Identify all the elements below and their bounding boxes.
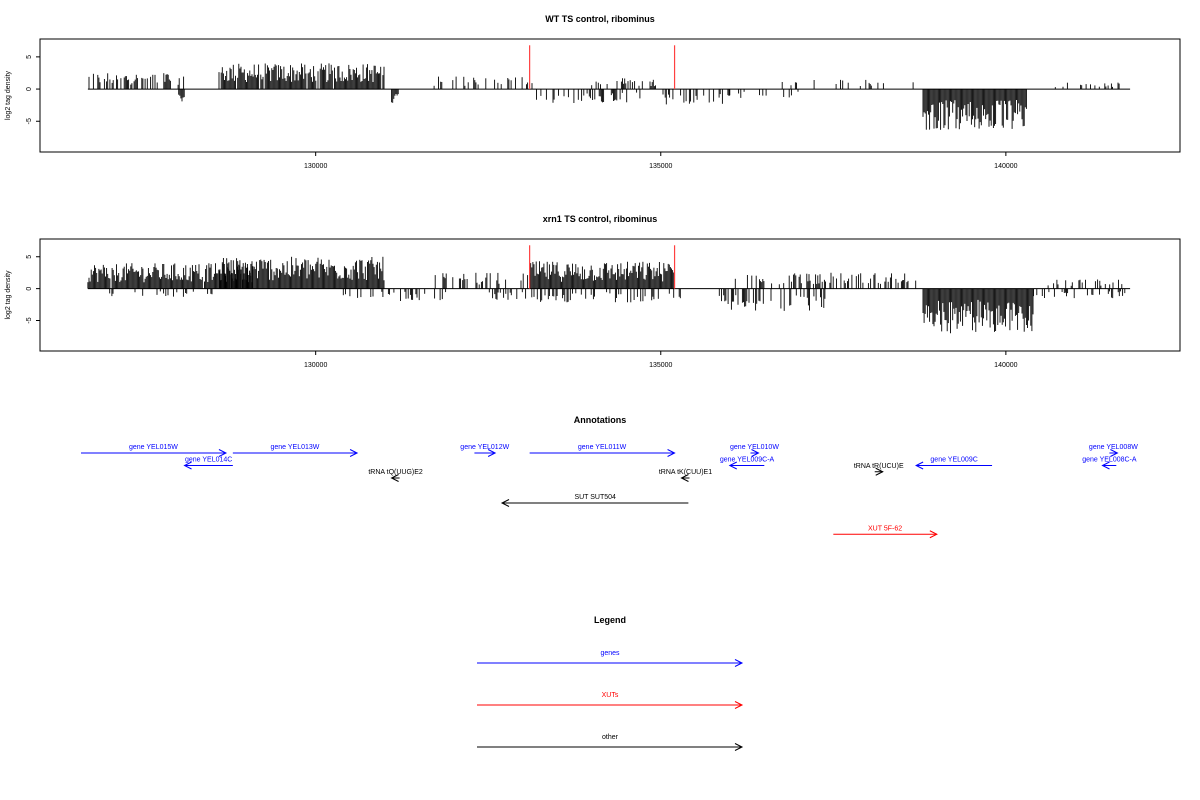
- annotation-label: tRNA tK(CUU)E1: [659, 469, 712, 476]
- annotation-label: SUT SUT504: [574, 494, 616, 501]
- annotation-label: gene YEL015W: [129, 444, 178, 451]
- annotation-arrow-head: [875, 467, 884, 476]
- x-tick-label: 135000: [649, 163, 672, 170]
- x-tick-label: 130000: [304, 362, 327, 369]
- legend-arrow-head: [734, 659, 744, 667]
- y-axis-label: log2 tag density: [5, 270, 12, 320]
- legend-label: other: [602, 734, 619, 741]
- x-tick-label: 140000: [994, 163, 1017, 170]
- y-tick-label: 0: [26, 87, 33, 91]
- annotations-title: Annotations: [574, 415, 627, 425]
- annotation-label: gene YEL014C: [185, 457, 232, 464]
- x-tick-label: 135000: [649, 362, 672, 369]
- annotation-arrow-head: [915, 461, 924, 470]
- x-tick-label: 140000: [994, 362, 1017, 369]
- annotation-label: tRNA tQ(UUG)E2: [368, 469, 423, 476]
- annotation-arrow-head: [349, 449, 359, 457]
- annotation-arrow-head: [218, 449, 228, 457]
- annotation-arrow-head: [751, 449, 760, 457]
- x-tick-label: 130000: [304, 163, 327, 170]
- legend-label: XUTs: [602, 692, 619, 699]
- annotation-label: gene YEL010W: [730, 444, 779, 451]
- annotation-arrow-head: [929, 530, 938, 539]
- legend-title: Legend: [594, 615, 626, 625]
- chart-title: WT TS control, ribominus: [545, 14, 655, 24]
- annotation-label: gene YEL008C-A: [1082, 457, 1137, 464]
- annotation-arrow-head: [500, 499, 510, 507]
- annotation-arrow-head: [1110, 449, 1119, 457]
- annotation-arrow-head: [1101, 461, 1110, 470]
- y-tick-label: -5: [26, 317, 33, 323]
- plot-frame: [39, 238, 1181, 352]
- y-axis-label: log2 tag density: [5, 70, 12, 120]
- annotation-arrow-head: [390, 474, 399, 482]
- legend-arrow-head: [734, 743, 744, 751]
- annotation-label: gene YEL013W: [270, 444, 319, 451]
- legend-label: genes: [600, 650, 620, 657]
- annotation-arrow-head: [487, 449, 497, 457]
- annotation-arrow-head: [680, 474, 689, 482]
- plot-frame: [39, 38, 1181, 153]
- annotation-label: gene YEL011W: [578, 444, 627, 451]
- chart-title: xrn1 TS control, ribominus: [543, 214, 658, 224]
- annotation-arrow-head: [183, 461, 192, 470]
- annotation-arrow-head: [728, 461, 738, 470]
- annotation-label: XUT 5F-62: [868, 525, 902, 532]
- y-tick-label: 5: [26, 255, 33, 259]
- y-tick-label: 0: [26, 287, 33, 291]
- annotation-label: gene YEL012W: [460, 444, 509, 451]
- annotation-label: tRNA tR(UCU)E: [854, 463, 904, 470]
- y-tick-label: -5: [26, 118, 33, 124]
- annotation-arrow-head: [667, 449, 676, 457]
- annotation-label: gene YEL008W: [1089, 444, 1138, 451]
- legend-arrow-head: [734, 701, 744, 709]
- annotation-label: gene YEL009C: [930, 457, 977, 464]
- y-tick-label: 5: [26, 55, 33, 59]
- annotation-label: gene YEL009C-A: [720, 457, 775, 464]
